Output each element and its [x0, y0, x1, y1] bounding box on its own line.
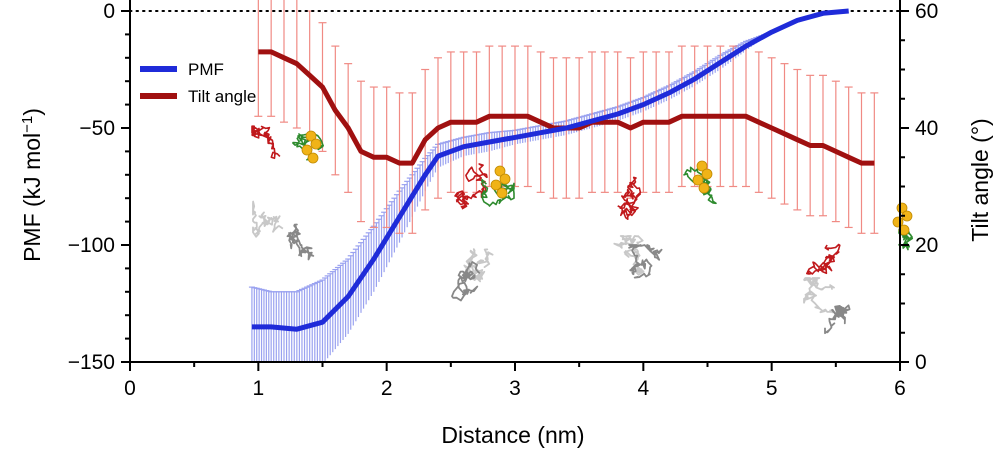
ligand-sphere	[494, 165, 506, 177]
ligand-sphere	[698, 182, 710, 194]
y-left-tick-label: −50	[79, 117, 115, 140]
x-axis-title: Distance (nm)	[441, 422, 584, 448]
x-tick-label: 6	[894, 377, 906, 400]
ligand-sphere	[696, 160, 708, 172]
protein-domain-dark	[451, 261, 481, 302]
y-right-axis-title: Tilt angle (°)	[967, 118, 993, 241]
legend: PMF Tilt angle	[140, 60, 256, 106]
protein-domain-red	[454, 163, 488, 210]
protein-domain-green	[683, 166, 717, 205]
ligand-sphere	[310, 138, 322, 150]
protein-domain-green	[481, 178, 515, 207]
protein-domain-light	[613, 235, 645, 276]
protein-domain-light	[803, 277, 836, 314]
ligand-sphere	[496, 187, 508, 199]
legend-label-tilt: Tilt angle	[188, 87, 256, 106]
ligand-sphere	[499, 173, 511, 185]
protein-domain-red	[251, 125, 281, 160]
protein-domain-red	[617, 176, 642, 220]
axis-ticks	[121, 10, 909, 371]
legend-label-pmf: PMF	[188, 60, 224, 79]
x-tick-label: 2	[381, 377, 393, 400]
protein-domain-dark	[824, 304, 851, 335]
series-lines	[251, 8, 875, 332]
protein-domain-dark	[286, 223, 315, 261]
y-right-tick-label: 40	[915, 117, 938, 140]
ligand-sphere	[305, 130, 317, 142]
y-right-tick-label: 0	[915, 351, 927, 374]
y-left-tick-label: 0	[103, 0, 115, 23]
ligand-sphere	[490, 179, 502, 191]
y-left-tick-label: −100	[68, 234, 115, 257]
x-tick-label: 5	[766, 377, 778, 400]
tilt-error-bars	[254, 0, 879, 234]
y-left-tick-label: −150	[68, 351, 115, 374]
y-left-axis-title: PMF (kJ mol−1)	[19, 108, 46, 262]
ligand-sphere	[301, 144, 313, 156]
x-tick-label: 1	[252, 377, 264, 400]
ligand-sphere	[307, 152, 319, 164]
protein-domain-red	[806, 243, 841, 275]
x-tick-label: 4	[637, 377, 649, 400]
x-tick-label: 0	[124, 377, 136, 400]
ligand-sphere	[701, 168, 713, 180]
pmf-series-line	[251, 8, 849, 332]
x-tick-label: 3	[509, 377, 521, 400]
y-right-tick-label: 60	[915, 0, 938, 23]
protein-domain-dark	[628, 244, 663, 279]
protein-domain-light	[252, 200, 284, 238]
protein-domain-light	[463, 248, 494, 283]
ligand-sphere	[692, 174, 704, 186]
y-right-tick-label: 20	[915, 234, 938, 257]
